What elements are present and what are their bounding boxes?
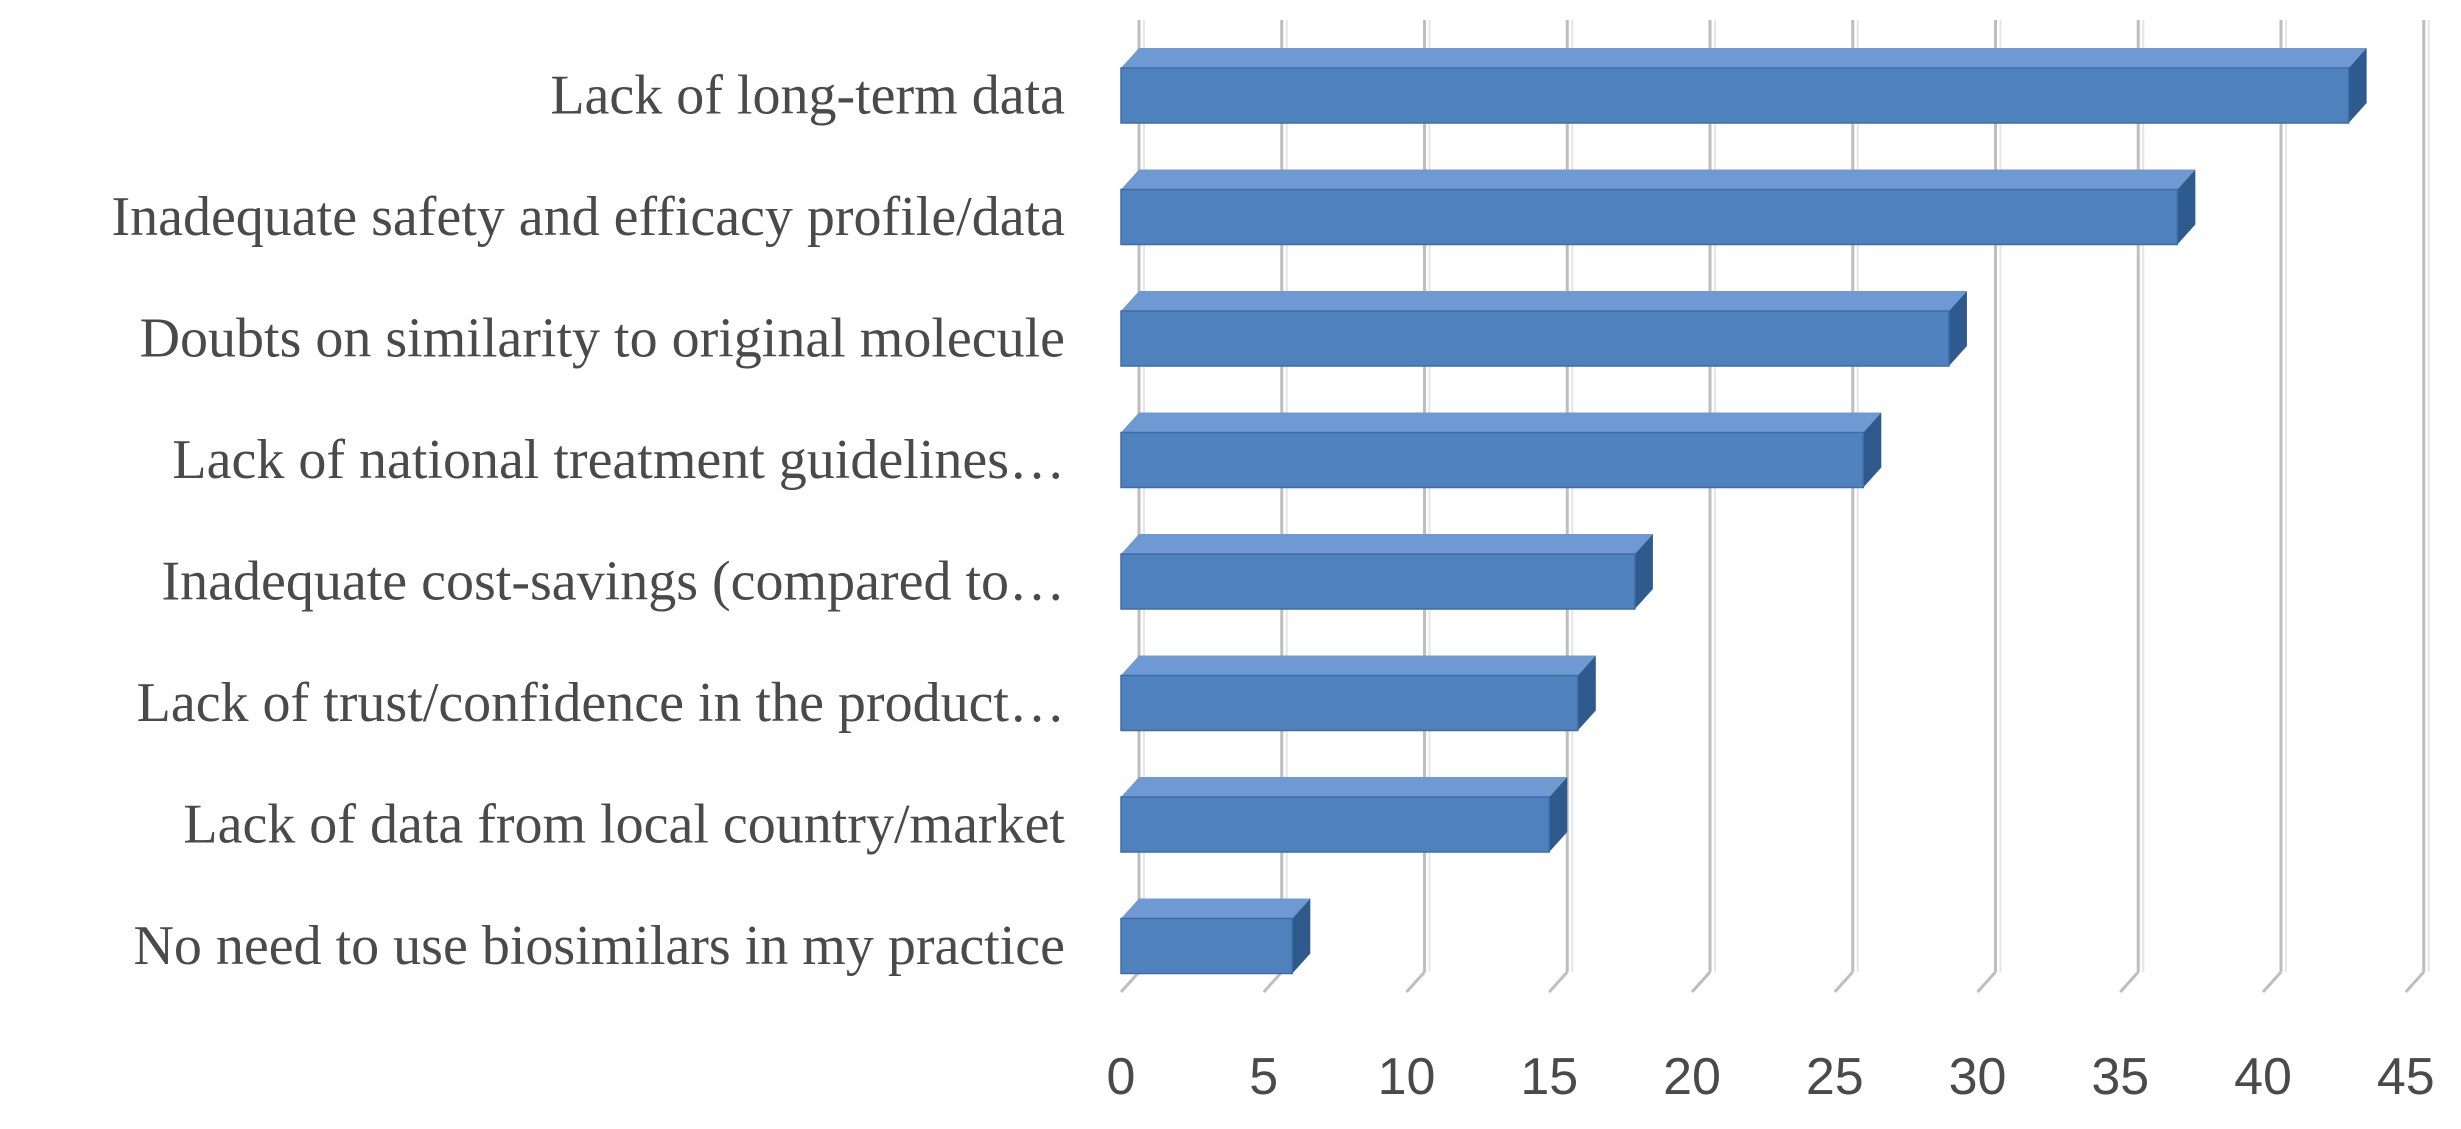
category-label: Lack of national treatment guidelines… [172, 429, 1065, 491]
gridline-foot [2404, 970, 2425, 994]
category-label: Lack of long-term data [550, 65, 1065, 127]
bar [1120, 169, 2196, 246]
bar-top-face [1121, 169, 2196, 190]
bar-side-face [1948, 291, 1967, 366]
bar-front-face [1121, 675, 1578, 731]
category-label: Inadequate safety and efficacy profile/d… [111, 186, 1065, 248]
bar-top-face [1121, 534, 1653, 554]
bar-edge [1120, 431, 1865, 489]
gridline-foot [2261, 970, 2283, 994]
x-tick-label: 25 [1806, 1048, 1864, 1106]
x-tick-label: 15 [1520, 1048, 1578, 1106]
bar [1120, 412, 1882, 489]
x-tick-label: 40 [2234, 1048, 2292, 1106]
bar-front-face [1121, 432, 1864, 488]
bar [1120, 898, 1311, 975]
category-label: Inadequate cost-savings (compared to… [162, 551, 1065, 613]
bar-side-face [1577, 655, 1596, 731]
bar-side-face [2177, 169, 2196, 245]
gridline-foot [1833, 970, 1854, 994]
bar-side-face [1863, 412, 1882, 488]
bar-edge [1120, 553, 1636, 610]
gridline-foot [1976, 970, 1997, 994]
bar-front-face [1121, 189, 2178, 245]
x-tick-label: 20 [1663, 1048, 1721, 1106]
category-labels: Lack of long-term data Inadequate safety … [111, 65, 1065, 978]
bar-edge [1120, 917, 1294, 975]
category-label: Lack of trust/confidence in the product… [137, 672, 1065, 734]
bar-layer [1120, 48, 2367, 975]
bar [1120, 48, 2367, 124]
category-label: Lack of data from local country/market [183, 794, 1065, 856]
bar-top-face [1121, 48, 2367, 68]
bar-front-face [1121, 311, 1949, 366]
bar [1120, 777, 1568, 853]
bar-edge [1120, 674, 1579, 732]
bar-edge [1120, 796, 1550, 853]
bar [1120, 655, 1596, 732]
x-tick-label: 45 [2377, 1048, 2435, 1106]
gridline-foot [1548, 970, 1569, 994]
gridline-foot [1262, 970, 1283, 994]
x-axis-tick-labels: 0 5 10 15 20 25 30 35 40 45 [1107, 1048, 2435, 1106]
bar-edge [1120, 67, 2350, 124]
bar-side-face [1549, 777, 1568, 852]
x-tick-label: 30 [1949, 1048, 2007, 1106]
gridline-foot [1405, 970, 1426, 994]
bar-front-face [1121, 918, 1293, 974]
x-tick-label: 35 [2091, 1048, 2149, 1106]
bar [1120, 534, 1653, 610]
bar-edge [1120, 188, 2179, 246]
x-tick-label: 0 [1107, 1048, 1136, 1106]
bar [1120, 291, 1967, 367]
x-tick-label: 10 [1378, 1048, 1436, 1106]
category-label: No need to use biosimilars in my practic… [133, 915, 1065, 977]
bar-front-face [1121, 797, 1550, 852]
bar-side-face [1292, 898, 1311, 974]
x-tick-label: 5 [1249, 1048, 1278, 1106]
bar-top-face [1121, 898, 1311, 919]
gridline-foot [2119, 970, 2140, 994]
bar-top-face [1121, 777, 1568, 797]
bar-edge [1120, 310, 1950, 367]
gridline-foot [1119, 970, 1141, 994]
category-label: Doubts on similarity to original molecul… [140, 308, 1065, 370]
bar-side-face [1634, 534, 1653, 609]
bar-side-face [2348, 48, 2367, 123]
bar-top-face [1121, 655, 1596, 676]
bar-top-face [1121, 291, 1967, 311]
bar-top-face [1121, 412, 1882, 433]
gridline-foot [1690, 970, 1712, 994]
bar-front-face [1121, 68, 2349, 123]
bar-front-face [1121, 554, 1635, 609]
